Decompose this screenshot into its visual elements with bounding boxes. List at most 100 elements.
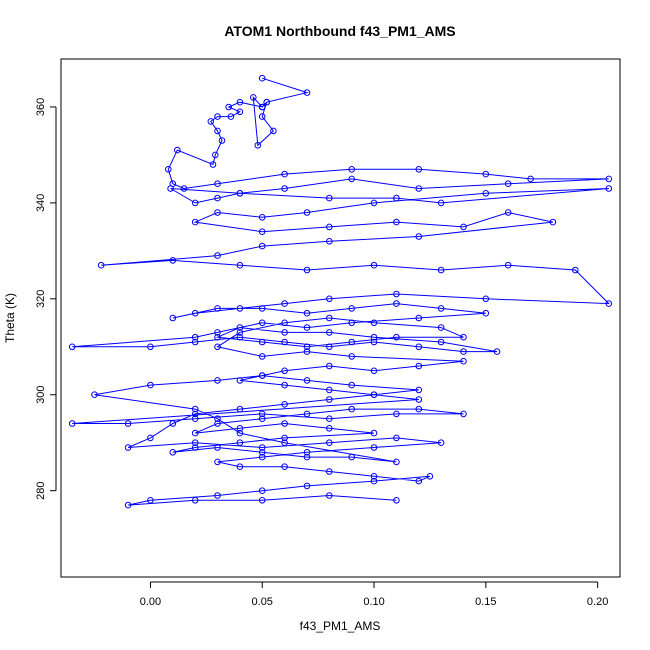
data-point bbox=[326, 329, 333, 336]
data-point bbox=[460, 357, 467, 365]
data-point bbox=[218, 137, 226, 144]
data-point bbox=[393, 194, 400, 202]
data-point bbox=[370, 367, 378, 375]
data-point bbox=[281, 439, 288, 447]
data-point bbox=[493, 348, 501, 355]
data-point bbox=[326, 362, 333, 370]
data-point bbox=[326, 396, 333, 403]
data-point bbox=[437, 199, 445, 207]
data-point bbox=[281, 420, 288, 427]
data-point bbox=[393, 434, 400, 442]
data-point bbox=[169, 314, 177, 322]
x-tick-label: 0.05 bbox=[252, 596, 273, 608]
data-point bbox=[258, 353, 266, 360]
data-point bbox=[415, 314, 423, 322]
data-point bbox=[482, 170, 490, 178]
data-point bbox=[415, 166, 423, 173]
data-point bbox=[191, 410, 199, 418]
data-point bbox=[393, 218, 400, 226]
data-point bbox=[225, 103, 232, 111]
data-point bbox=[605, 185, 613, 192]
data-point bbox=[254, 142, 262, 149]
data-point bbox=[303, 410, 311, 418]
data-point bbox=[258, 103, 266, 111]
data-point bbox=[303, 377, 311, 384]
data-point bbox=[437, 439, 445, 447]
data-point bbox=[303, 482, 311, 490]
data-point bbox=[214, 492, 221, 499]
data-point bbox=[165, 166, 172, 173]
data-point bbox=[191, 405, 199, 413]
data-point bbox=[214, 444, 221, 451]
data-point bbox=[191, 218, 199, 226]
data-point bbox=[258, 242, 266, 250]
data-point bbox=[326, 492, 333, 499]
data-point bbox=[482, 309, 490, 317]
data-point bbox=[258, 410, 266, 418]
data-point bbox=[482, 295, 490, 303]
data-point bbox=[236, 429, 244, 437]
x-axis-label: f43_PM1_AMS bbox=[300, 619, 381, 633]
data-point bbox=[258, 305, 266, 312]
data-point bbox=[303, 89, 311, 96]
data-point bbox=[281, 185, 288, 192]
data-point bbox=[258, 415, 266, 423]
data-point bbox=[236, 305, 244, 312]
data-point bbox=[303, 309, 311, 317]
data-point bbox=[191, 439, 199, 447]
data-point bbox=[348, 175, 356, 183]
data-point bbox=[236, 425, 244, 432]
data-point bbox=[605, 175, 613, 183]
x-tick-label: 0.00 bbox=[140, 596, 161, 608]
data-point bbox=[263, 98, 271, 106]
data-point bbox=[236, 261, 244, 269]
data-point bbox=[370, 199, 378, 207]
data-point bbox=[370, 333, 378, 341]
data-point bbox=[258, 497, 266, 504]
data-point bbox=[281, 300, 288, 307]
data-point bbox=[326, 343, 333, 351]
data-point bbox=[191, 309, 199, 317]
data-point bbox=[460, 333, 467, 341]
data-point bbox=[281, 381, 288, 389]
data-point bbox=[303, 266, 311, 274]
data-point bbox=[303, 453, 311, 461]
data-point bbox=[169, 420, 177, 427]
y-tick-label: 320 bbox=[35, 290, 47, 308]
y-tick-label: 340 bbox=[35, 194, 47, 212]
plot-frame bbox=[60, 58, 621, 578]
data-point bbox=[236, 463, 244, 471]
data-point bbox=[236, 190, 244, 197]
data-point bbox=[460, 348, 467, 355]
data-point bbox=[236, 324, 244, 331]
data-point bbox=[258, 338, 266, 346]
data-point bbox=[236, 329, 244, 336]
data-point bbox=[97, 261, 105, 269]
data-point bbox=[326, 425, 333, 432]
data-point bbox=[281, 401, 288, 408]
data-point bbox=[549, 218, 557, 226]
data-point bbox=[527, 175, 534, 183]
y-tick-label: 280 bbox=[35, 481, 47, 499]
x-tick-label: 0.20 bbox=[587, 596, 608, 608]
data-point bbox=[370, 429, 378, 437]
data-point bbox=[605, 300, 613, 307]
data-point bbox=[91, 391, 98, 399]
data-point bbox=[180, 185, 188, 192]
data-point bbox=[326, 295, 333, 303]
data-point bbox=[370, 444, 378, 451]
data-point bbox=[174, 146, 181, 154]
data-point bbox=[124, 420, 132, 427]
data-point bbox=[348, 166, 356, 173]
data-point bbox=[281, 367, 288, 375]
data-point bbox=[348, 305, 356, 312]
data-point bbox=[258, 449, 266, 456]
x-tick-label: 0.10 bbox=[363, 596, 384, 608]
data-point bbox=[281, 434, 288, 442]
data-point bbox=[214, 252, 221, 259]
data-point bbox=[370, 391, 378, 399]
data-point bbox=[348, 381, 356, 389]
y-axis: 280 300 320 340 360 bbox=[35, 98, 57, 500]
